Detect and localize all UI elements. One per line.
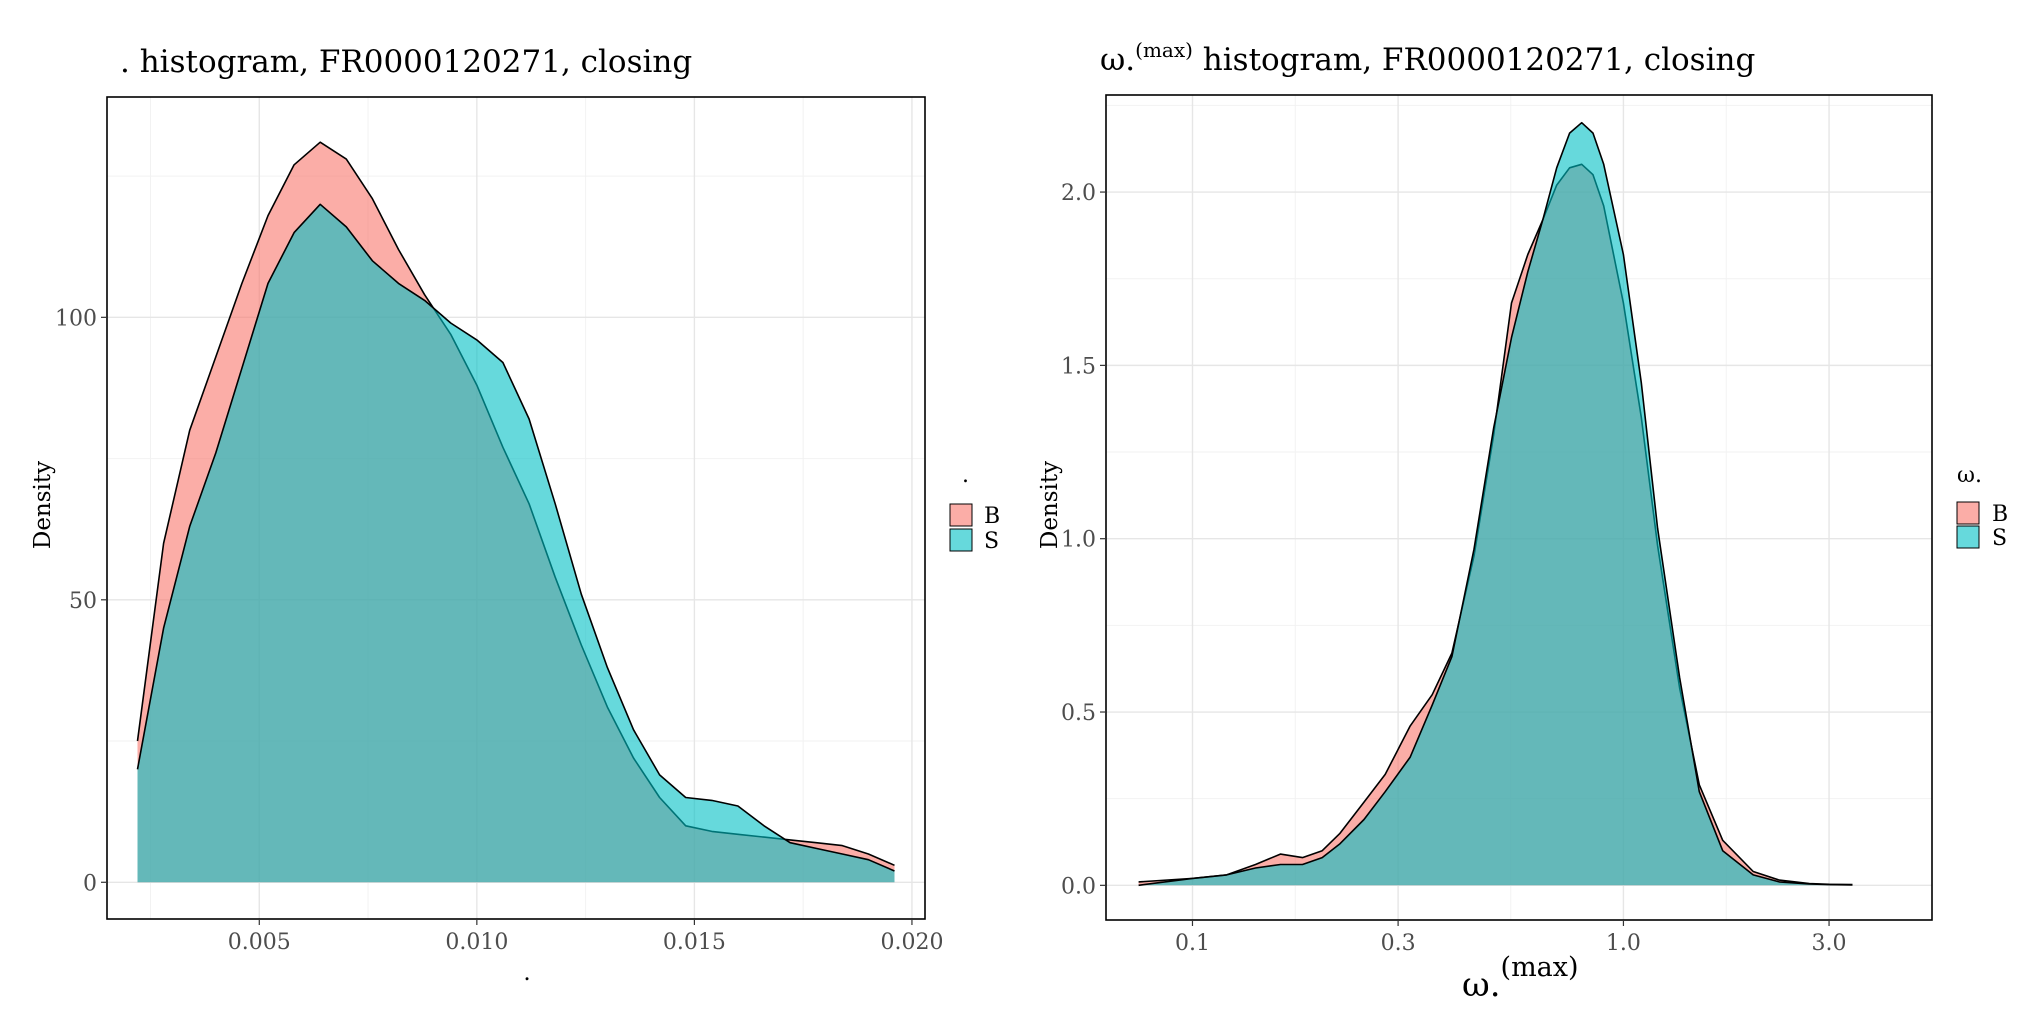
- x-axis-label-right-omega: ω.: [1462, 965, 1501, 1005]
- plot-frame-right: [1105, 94, 1933, 921]
- x-tick-label: 3.0: [1812, 931, 1847, 956]
- y-tick-label: 0: [83, 871, 97, 896]
- legend-title-left: .: [962, 463, 969, 488]
- chart-title-right-rest: histogram, FR0000120271, closing: [1193, 42, 1755, 78]
- x-tick-label: 0.010: [445, 930, 508, 955]
- y-tick-label: 50: [69, 589, 97, 614]
- density-chart-left: . histogram, FR0000120271, closing Densi…: [30, 44, 1000, 986]
- density-line-b: [1138, 163, 1853, 886]
- density-area-s: [137, 204, 895, 883]
- legend-label-b-left: B: [984, 504, 1000, 529]
- legend-title-right: ω.: [1957, 463, 1982, 488]
- x-tick-label: 1.0: [1606, 931, 1641, 956]
- x-tick-label: 0.1: [1175, 931, 1210, 956]
- x-axis-label-left: .: [523, 960, 530, 986]
- y-tick-label: 0.5: [1061, 701, 1096, 726]
- chart-title-right-omega: ω.: [1100, 42, 1135, 78]
- plot-frame-left: [106, 96, 926, 920]
- y-axis-label-left: Density: [30, 461, 56, 549]
- series-areas-right: [1138, 121, 1853, 887]
- x-tick-label: 0.015: [663, 930, 726, 955]
- legend-swatch-b-left: [949, 503, 973, 527]
- density-line-s: [1138, 121, 1853, 887]
- x-tick-label: 0.3: [1381, 931, 1416, 956]
- legend-label-s-left: S: [984, 529, 999, 554]
- y-tick-label: 1.0: [1061, 528, 1096, 553]
- x-axis-label-right: ω.(max): [1462, 952, 1579, 1005]
- y-tick-label: 100: [55, 306, 97, 331]
- x-tick-label: 0.020: [880, 930, 943, 955]
- x-ticks-left: 0.005 0.010 0.015 0.020: [228, 919, 943, 955]
- y-tick-label: 0.0: [1061, 874, 1096, 899]
- chart-title-left: . histogram, FR0000120271, closing: [120, 44, 692, 80]
- legend-label-b-right: B: [1992, 502, 2008, 527]
- legend-right: ω. B S: [1956, 463, 2008, 551]
- y-axis-label-right: Density: [1037, 461, 1063, 549]
- density-area-s: [1138, 122, 1853, 886]
- x-tick-label: 0.005: [228, 930, 291, 955]
- legend-swatch-s-right: [1956, 525, 1980, 549]
- chart-title-right: ω.(max) histogram, FR0000120271, closing: [1100, 38, 1755, 78]
- x-axis-label-right-sup: (max): [1501, 952, 1579, 983]
- legend-label-s-right: S: [1992, 526, 2007, 551]
- legend-swatch-s-left: [949, 528, 973, 552]
- y-ticks-left: 0 50 100: [55, 306, 107, 896]
- y-ticks-right: 0.0 0.5 1.0 1.5 2.0: [1061, 181, 1106, 899]
- density-chart-right: ω.(max) histogram, FR0000120271, closing…: [1037, 38, 2008, 1005]
- y-tick-label: 2.0: [1061, 181, 1096, 206]
- chart-title-right-sup: (max): [1135, 38, 1193, 62]
- density-line-s: [136, 203, 895, 872]
- y-tick-label: 1.5: [1061, 354, 1096, 379]
- series-areas-left: [136, 141, 895, 883]
- x-ticks-right: 0.1 0.3 1.0 3.0: [1175, 920, 1847, 956]
- legend-left: . B S: [949, 463, 1000, 554]
- legend-swatch-b-right: [1956, 501, 1980, 525]
